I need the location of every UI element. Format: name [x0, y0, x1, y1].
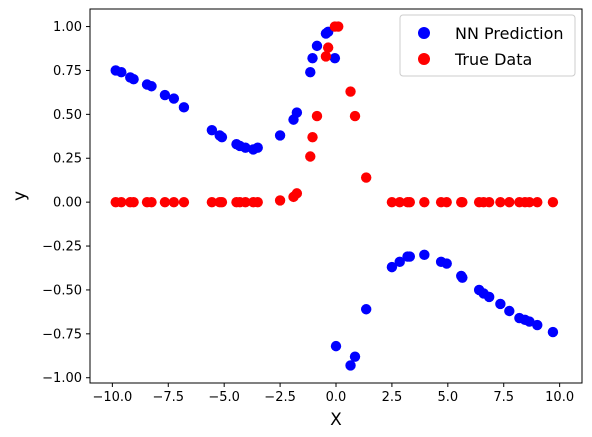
true-data-point — [146, 196, 157, 208]
data-points — [110, 21, 559, 371]
y-tick-label: 1.00 — [53, 20, 82, 35]
y-tick-label: 0.50 — [53, 108, 82, 123]
true-data-point — [307, 131, 318, 143]
x-tick-label: −2.5 — [264, 390, 296, 405]
y-tick-label: −0.75 — [42, 327, 82, 342]
nn-prediction-point — [483, 291, 495, 303]
nn-prediction-point — [386, 261, 398, 273]
true-data-point — [305, 151, 316, 162]
true-data-point — [159, 196, 171, 208]
nn-prediction-point — [404, 251, 415, 262]
legend: NN Prediction True Data — [399, 14, 576, 77]
true-data-point — [240, 196, 251, 208]
y-tick-label: 0.75 — [53, 64, 82, 79]
y-tick-label: 0.25 — [53, 152, 82, 167]
axes-frame — [89, 8, 583, 384]
true-data-point — [178, 196, 190, 208]
nn-prediction-point — [206, 124, 218, 136]
legend-label-nn-prediction: NN Prediction — [455, 24, 564, 43]
true-data-point — [495, 196, 506, 208]
true-data-point — [252, 196, 263, 208]
legend-label-true-data: True Data — [454, 50, 532, 69]
nn-prediction-point — [524, 316, 535, 327]
x-tick-label: 7.5 — [493, 390, 514, 405]
true-data-point — [345, 86, 356, 97]
legend-marker-nn-prediction — [418, 27, 430, 39]
y-axis-label: y — [10, 191, 30, 201]
nn-prediction-point — [349, 351, 361, 362]
true-data-point — [291, 188, 303, 199]
true-data-point — [311, 110, 323, 122]
nn-prediction-point — [307, 52, 318, 64]
true-data-point — [206, 196, 218, 208]
y-tick-label: −0.25 — [42, 240, 82, 255]
nn-prediction-point — [291, 107, 303, 118]
nn-prediction-point — [330, 340, 342, 352]
true-data-point — [360, 172, 372, 183]
true-data-point — [457, 196, 468, 208]
y-tick-label: −0.50 — [42, 283, 82, 298]
nn-prediction-point — [532, 319, 543, 331]
true-data-point — [128, 196, 139, 208]
nn-prediction-point — [345, 360, 356, 371]
true-data-point — [386, 196, 398, 208]
nn-prediction-point — [178, 102, 190, 113]
x-tick-label: 0.0 — [326, 390, 347, 405]
nn-prediction-point — [329, 52, 341, 64]
true-data-point — [333, 21, 344, 32]
true-data-point — [547, 196, 559, 208]
legend-marker-true-data — [418, 53, 430, 65]
true-data-point — [349, 110, 361, 122]
true-data-point — [419, 196, 430, 208]
true-data-point — [116, 196, 127, 208]
true-data-point — [404, 196, 415, 208]
nn-prediction-point — [168, 93, 180, 104]
x-tick-label: −10.0 — [92, 390, 132, 405]
true-data-point — [483, 196, 495, 208]
nn-prediction-point — [441, 258, 452, 269]
nn-prediction-point — [216, 131, 228, 143]
x-axis-label: X — [330, 410, 342, 430]
true-data-point — [441, 196, 452, 208]
true-data-point — [322, 42, 334, 53]
nn-prediction-point — [116, 67, 127, 78]
nn-prediction-point — [252, 142, 263, 153]
nn-prediction-point — [305, 67, 316, 78]
x-tick-label: 5.0 — [437, 390, 458, 405]
true-data-point — [524, 196, 535, 208]
nn-prediction-point — [360, 304, 372, 315]
nn-prediction-point — [159, 89, 171, 101]
true-data-point — [274, 195, 286, 206]
nn-prediction-point — [240, 142, 251, 153]
legend-box — [399, 14, 576, 77]
nn-prediction-point — [128, 74, 139, 85]
nn-prediction-point — [419, 249, 430, 261]
x-tick-label: 10.0 — [545, 390, 574, 405]
true-data-point — [216, 196, 228, 208]
nn-prediction-point — [457, 272, 468, 283]
x-tick-label: −5.0 — [208, 390, 240, 405]
true-data-point — [394, 196, 405, 208]
nn-prediction-point — [504, 305, 515, 317]
nn-prediction-point — [547, 326, 559, 338]
true-data-point — [320, 51, 332, 62]
x-tick-label: 2.5 — [382, 390, 403, 405]
true-data-point — [532, 196, 543, 208]
nn-prediction-point — [311, 40, 323, 52]
nn-prediction-point — [146, 81, 157, 92]
y-tick-label: 0.00 — [53, 196, 82, 211]
x-axis-ticks: −10.0 −7.5 −5.0 −2.5 0.0 2.5 5.0 7.5 10.0 — [92, 383, 574, 405]
y-tick-label: −1.00 — [42, 371, 82, 386]
true-data-point — [504, 196, 515, 208]
true-data-point — [168, 196, 180, 208]
nn-prediction-point — [394, 256, 405, 268]
nn-prediction-point — [274, 130, 286, 141]
y-axis-ticks: −1.00 −0.75 −0.50 −0.25 0.00 0.25 0.50 0.75 1.00 — [42, 20, 90, 386]
x-tick-label: −7.5 — [152, 390, 184, 405]
nn-prediction-point — [495, 298, 506, 310]
